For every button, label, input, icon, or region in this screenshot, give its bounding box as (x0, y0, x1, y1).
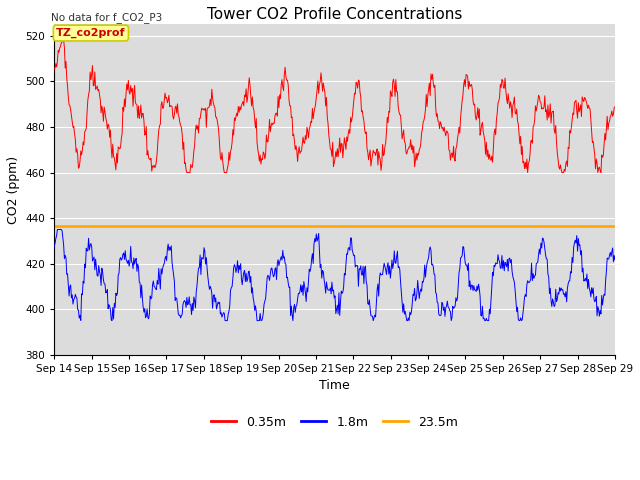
Y-axis label: CO2 (ppm): CO2 (ppm) (7, 156, 20, 224)
Text: No data for f_CO2_P3: No data for f_CO2_P3 (51, 12, 163, 23)
Title: Tower CO2 Profile Concentrations: Tower CO2 Profile Concentrations (207, 7, 462, 22)
Legend: 0.35m, 1.8m, 23.5m: 0.35m, 1.8m, 23.5m (206, 410, 463, 433)
Text: TZ_co2prof: TZ_co2prof (56, 28, 125, 38)
X-axis label: Time: Time (319, 379, 350, 392)
